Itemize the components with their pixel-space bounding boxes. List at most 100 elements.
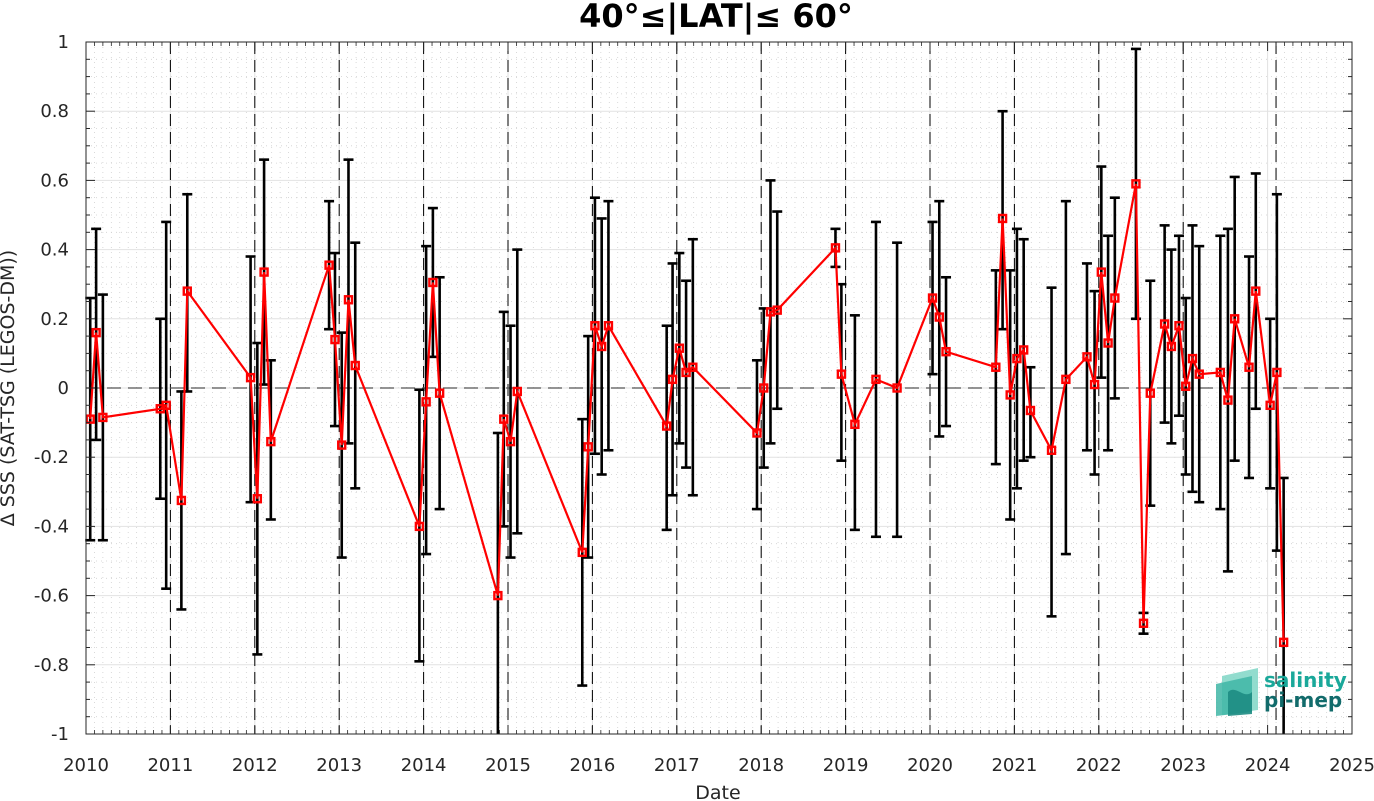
y-tick-label: 0.4 [40, 240, 69, 261]
data-point [1265, 400, 1275, 410]
x-tick-label: 2016 [569, 755, 615, 776]
data-point [577, 547, 587, 558]
data-point [892, 383, 902, 393]
x-tick-label: 2025 [1329, 755, 1374, 776]
data-point [1103, 338, 1113, 348]
logo-text-salinity: salinity [1264, 668, 1347, 692]
data-point [871, 374, 881, 385]
data-point [1229, 314, 1240, 324]
data-point [772, 305, 782, 315]
data-point [182, 286, 192, 296]
data-point [421, 397, 431, 407]
data-point [1089, 379, 1100, 390]
data-point [836, 369, 847, 379]
logo-text-pi-mep: pi-mep [1264, 688, 1342, 712]
data-point [434, 388, 445, 398]
data-point [91, 327, 101, 338]
data-point [1174, 321, 1184, 331]
data-point [1082, 352, 1092, 362]
data-point [414, 521, 425, 532]
data-point [259, 267, 269, 277]
data-point [688, 362, 698, 372]
x-tick-label: 2014 [401, 755, 447, 776]
data-point [493, 590, 503, 601]
x-tick-label: 2010 [63, 755, 109, 776]
data-point [350, 360, 360, 371]
data-point [1005, 390, 1015, 400]
data-point [176, 495, 187, 506]
data-point [603, 321, 614, 331]
y-tick-label: 1 [58, 32, 69, 53]
y-tick-label: 0.6 [40, 170, 69, 191]
data-point [1159, 319, 1170, 329]
data-point [1251, 286, 1261, 296]
data-point [1166, 341, 1177, 352]
data-point [1244, 362, 1254, 372]
data-point [1018, 345, 1029, 355]
data-point [830, 243, 841, 253]
x-tick-label: 2015 [485, 755, 531, 776]
data-point [1187, 353, 1198, 364]
x-tick-labels: 2010 2011 2012 2013 2014 2015 2016 2017 2018 2019… [63, 755, 1374, 776]
y-tick-label: 0.2 [40, 309, 69, 330]
data-markers [85, 179, 1289, 648]
y-tick-labels: 1 0.8 0.6 0.4 0.2 0 -0.2 -0.4 -0.6 -0.8 -1 [34, 32, 69, 745]
data-point [85, 414, 95, 424]
data-point [661, 421, 672, 431]
data-point [1278, 637, 1289, 648]
x-tick-label: 2013 [316, 755, 362, 776]
x-tick-label: 2023 [1160, 755, 1206, 776]
data-point [1181, 381, 1191, 391]
data-point [752, 428, 762, 438]
chart-title: 40°≤|LAT|≤ 60° [579, 0, 853, 36]
data-point [1272, 367, 1282, 378]
data-point [428, 277, 438, 288]
data-point [505, 436, 516, 447]
data-point [1061, 374, 1071, 385]
series-line [89, 183, 1285, 643]
data-point [674, 343, 685, 353]
data-point [991, 362, 1001, 372]
data-point [499, 414, 509, 424]
x-tick-label: 2022 [1076, 755, 1122, 776]
data-point [850, 419, 860, 430]
y-axis-label: Δ SSS (SAT-TSG (LEGOS-DM)) [0, 250, 19, 526]
error-bars [85, 47, 1289, 734]
data-point [245, 372, 256, 383]
data-point [1096, 267, 1107, 277]
data-point [1025, 405, 1036, 416]
axis-ticks [85, 41, 1353, 735]
data-point [1046, 445, 1057, 455]
data-point [590, 321, 600, 331]
data-point [1145, 388, 1155, 398]
data-point [997, 213, 1008, 224]
data-point [330, 334, 340, 345]
x-tick-label: 2021 [991, 755, 1037, 776]
y-tick-label: -1 [51, 724, 69, 745]
data-point [337, 440, 347, 450]
y-tick-label: -0.8 [34, 655, 69, 676]
data-point [1215, 367, 1226, 378]
data-point [98, 412, 108, 423]
data-point [927, 293, 938, 303]
x-tick-label: 2019 [823, 755, 869, 776]
data-point [161, 400, 171, 410]
data-point [1194, 369, 1204, 379]
data-point [667, 374, 678, 385]
x-tick-label: 2020 [907, 755, 953, 776]
x-tick-label: 2018 [738, 755, 784, 776]
y-tick-label: -0.4 [34, 516, 69, 537]
wave-logo-icon [1216, 668, 1258, 716]
data-point [252, 494, 263, 504]
data-point [266, 436, 276, 447]
y-tick-label: 0 [58, 378, 69, 399]
y-tick-label: -0.2 [34, 447, 69, 468]
data-point [1138, 618, 1149, 628]
data-point [1223, 395, 1233, 405]
data-point [934, 312, 944, 322]
data-point [596, 341, 607, 352]
x-axis-label: Date [695, 782, 740, 801]
data-point [941, 346, 951, 357]
data-point [583, 442, 593, 452]
